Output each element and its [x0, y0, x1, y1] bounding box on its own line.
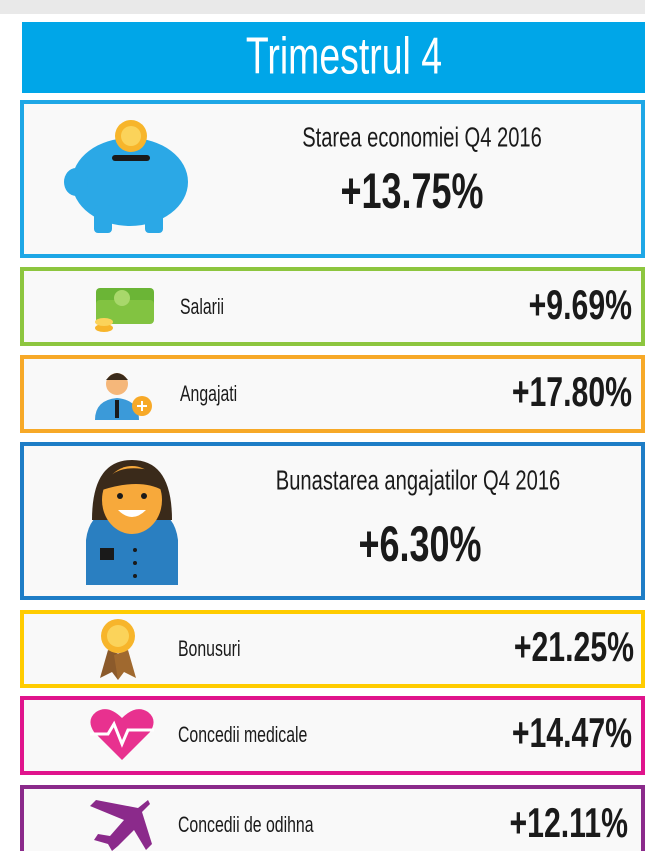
- employee-icon: [95, 373, 152, 420]
- section-value: +21.25%: [514, 623, 634, 670]
- section-label: Bonusuri: [178, 637, 240, 661]
- title: Trimestrul 4: [246, 27, 442, 86]
- title-bar: [22, 22, 645, 93]
- section-label: Angajati: [180, 382, 237, 406]
- section-value: +13.75%: [340, 165, 483, 220]
- section-value: +17.80%: [512, 368, 632, 415]
- heart-icon: [90, 709, 154, 760]
- piggy-icon: [64, 120, 188, 233]
- section-label: Salarii: [180, 295, 224, 319]
- section-value: +14.47%: [512, 709, 632, 756]
- woman-icon: [86, 460, 178, 585]
- section-label: Bunastarea angajatilor Q4 2016: [276, 465, 560, 496]
- section-label: Starea economiei Q4 2016: [302, 122, 542, 153]
- section-label: Concedii de odihna: [178, 813, 314, 837]
- section-label: Concedii medicale: [178, 723, 307, 747]
- top-band: [0, 0, 645, 14]
- section-value: +9.69%: [529, 281, 632, 328]
- section-value: +12.11%: [509, 799, 628, 846]
- medal-icon: [100, 619, 136, 680]
- section-value: +6.30%: [358, 518, 481, 573]
- plane-icon: [90, 800, 152, 851]
- money-icon: [95, 288, 154, 332]
